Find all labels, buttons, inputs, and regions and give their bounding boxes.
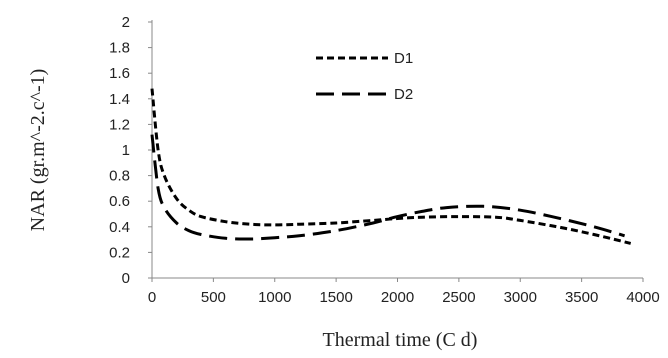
series-layer bbox=[150, 88, 632, 245]
x-tick-label: 3000 bbox=[504, 289, 537, 306]
y-axis-title: NAR (gr.m^-2.c^-1) bbox=[27, 69, 49, 232]
x-tick-label: 1000 bbox=[258, 289, 291, 306]
x-tick-label: 0 bbox=[148, 289, 156, 306]
y-tick-label: 0 bbox=[122, 270, 130, 287]
y-tick-label: 1.8 bbox=[109, 40, 130, 57]
x-tick-label: 4000 bbox=[626, 289, 659, 306]
x-tick-label: 500 bbox=[201, 289, 226, 306]
y-tick-label: 2 bbox=[122, 14, 130, 31]
legend-label-d1: D1 bbox=[394, 50, 413, 67]
x-tick-label: 2000 bbox=[381, 289, 414, 306]
x-tick-label: 3500 bbox=[565, 289, 598, 306]
y-tick-label: 1.6 bbox=[109, 65, 130, 82]
axes: 0 0.2 0.4 0.6 0.8 1 1.2 1.4 1.6 1.8 2 0 500 1000 1500 2… bbox=[109, 14, 660, 306]
series-line-d1 bbox=[150, 88, 632, 245]
y-tick-label: 1.4 bbox=[109, 91, 130, 108]
x-axis-title: Thermal time (C d) bbox=[323, 329, 478, 351]
y-tick-label: 0.6 bbox=[109, 193, 130, 210]
x-tick-label: 1500 bbox=[319, 289, 352, 306]
y-tick-label: 0.4 bbox=[109, 219, 130, 236]
y-tick-label: 0.2 bbox=[109, 244, 130, 261]
y-tick-label: 0.8 bbox=[109, 168, 130, 185]
x-tick-label: 2500 bbox=[442, 289, 475, 306]
legend-label-d2: D2 bbox=[394, 86, 413, 103]
y-tick-label: 1 bbox=[122, 142, 130, 159]
series-line-d2 bbox=[150, 134, 626, 241]
y-tick-label: 1.2 bbox=[109, 116, 130, 133]
legend: D1 D2 bbox=[316, 50, 413, 103]
